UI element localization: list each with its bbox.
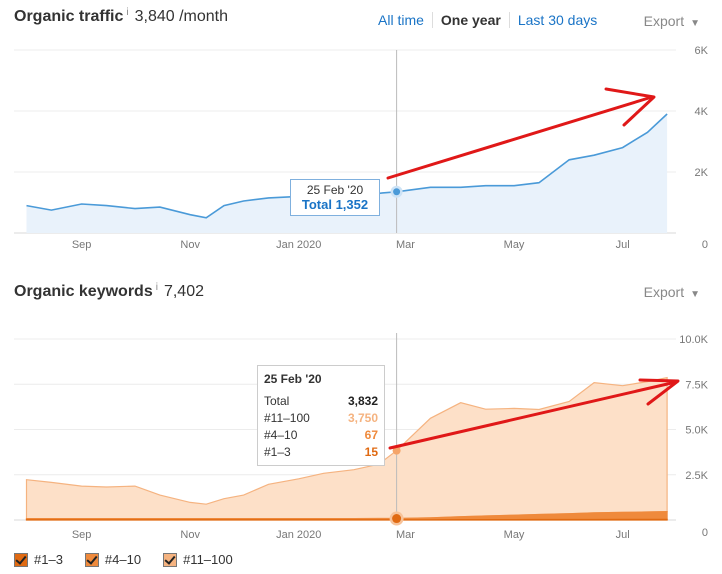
tooltip-label: Total (264, 394, 290, 408)
y-tick-label: 5.0K (685, 425, 708, 437)
keywords-export-button[interactable]: Export ▼ (644, 284, 700, 300)
keywords-legend: #1–3 #4–10 #11–100 (14, 552, 233, 567)
x-tick-label: Jan 2020 (276, 239, 321, 251)
y-tick-label: 0 (702, 239, 708, 251)
annotation-arrow (388, 380, 678, 450)
checkbox-icon[interactable] (14, 552, 28, 567)
y-tick-label: 2.5K (685, 470, 708, 482)
traffic-header: Organic traffic i 3,840 /month (14, 7, 228, 26)
traffic-title: Organic traffic (14, 8, 124, 25)
tooltip-row-4-10: #4–10 67 (264, 428, 378, 442)
traffic-value: 3,840 /month (134, 8, 228, 25)
keywords-header: Organic keywords i 7,402 (14, 282, 204, 301)
tooltip-value: 67 (364, 428, 378, 442)
tooltip-value: 3,750 (347, 411, 378, 425)
traffic-export-button[interactable]: Export ▼ (644, 13, 700, 29)
annotation-arrow (386, 95, 654, 180)
tooltip-label: #11–100 (264, 411, 310, 425)
tooltip-value: 15 (364, 445, 378, 459)
keywords-value: 7,402 (163, 283, 204, 300)
range-one-year[interactable]: One year (431, 12, 509, 28)
x-tick-label: Nov (180, 529, 200, 541)
x-tick-label: Sep (72, 529, 92, 541)
tooltip-row-1-3: #1–3 15 (264, 445, 378, 459)
y-tick-label: 6K (695, 45, 709, 57)
x-tick-label: Nov (180, 239, 200, 251)
keywords-export-label: Export (643, 284, 685, 300)
legend-label: #1–3 (34, 552, 63, 567)
keywords-tooltip: 25 Feb '20 Total 3,832 #11–100 3,750 #4–10… (257, 365, 385, 466)
tooltip-row-11-100: #11–100 3,750 (264, 411, 378, 425)
legend-label: #11–100 (183, 552, 233, 567)
keywords-tooltip-date: 25 Feb '20 (264, 372, 322, 386)
y-tick-label: 2K (695, 167, 709, 179)
x-tick-label: Jul (616, 239, 630, 251)
x-tick-label: May (504, 529, 525, 541)
legend-item-4-10[interactable]: #4–10 (84, 552, 142, 567)
traffic-tooltip: 25 Feb '20 Total 1,352 (290, 179, 380, 216)
tooltip-label: #1–3 (264, 445, 291, 459)
range-all-time[interactable]: All time (378, 12, 424, 28)
range-last-30-days[interactable]: Last 30 days (508, 12, 605, 28)
legend-label: #4–10 (104, 552, 142, 567)
x-tick-label: Mar (396, 239, 415, 251)
y-tick-label: 7.5K (685, 379, 708, 391)
annotation-arrowhead (638, 378, 680, 406)
range-selector: All time One year Last 30 days (378, 12, 605, 28)
y-tick-label: 10.0K (679, 334, 708, 346)
x-tick-label: Mar (396, 529, 415, 541)
x-tick-label: Jul (616, 529, 630, 541)
checkbox-icon[interactable] (163, 552, 178, 567)
hover-point (393, 188, 401, 196)
traffic-info-icon[interactable]: i (126, 7, 129, 18)
traffic-area (26, 114, 668, 233)
legend-item-11-100[interactable]: #11–100 (163, 552, 233, 567)
x-tick-label: Jan 2020 (276, 529, 321, 541)
x-tick-label: Sep (72, 239, 92, 251)
traffic-tooltip-total: Total 1,352 (301, 197, 369, 212)
tooltip-value: 3,832 (347, 394, 378, 408)
keywords-info-icon[interactable]: i (155, 282, 158, 293)
hover-point-total (392, 446, 401, 455)
tooltip-label: #4–10 (264, 428, 298, 442)
traffic-chart: 0 2K 4K 6K Sep Nov Jan 2020 Mar May Jul (14, 45, 709, 251)
annotation-arrowhead (604, 87, 656, 127)
chevron-down-icon: ▼ (690, 18, 700, 29)
series-area (25, 518, 668, 521)
y-tick-label: 0 (702, 527, 708, 539)
traffic-tooltip-date: 25 Feb '20 (306, 183, 364, 197)
traffic-export-label: Export (643, 13, 685, 29)
checkbox-icon[interactable] (84, 552, 99, 567)
keywords-title: Organic keywords (14, 283, 153, 300)
tooltip-row-total: Total 3,832 (264, 394, 378, 408)
hover-point-low (392, 514, 402, 524)
legend-item-1-3[interactable]: #1–3 (14, 552, 63, 567)
y-tick-label: 4K (695, 106, 709, 118)
chevron-down-icon: ▼ (690, 289, 700, 300)
x-tick-label: May (504, 239, 525, 251)
